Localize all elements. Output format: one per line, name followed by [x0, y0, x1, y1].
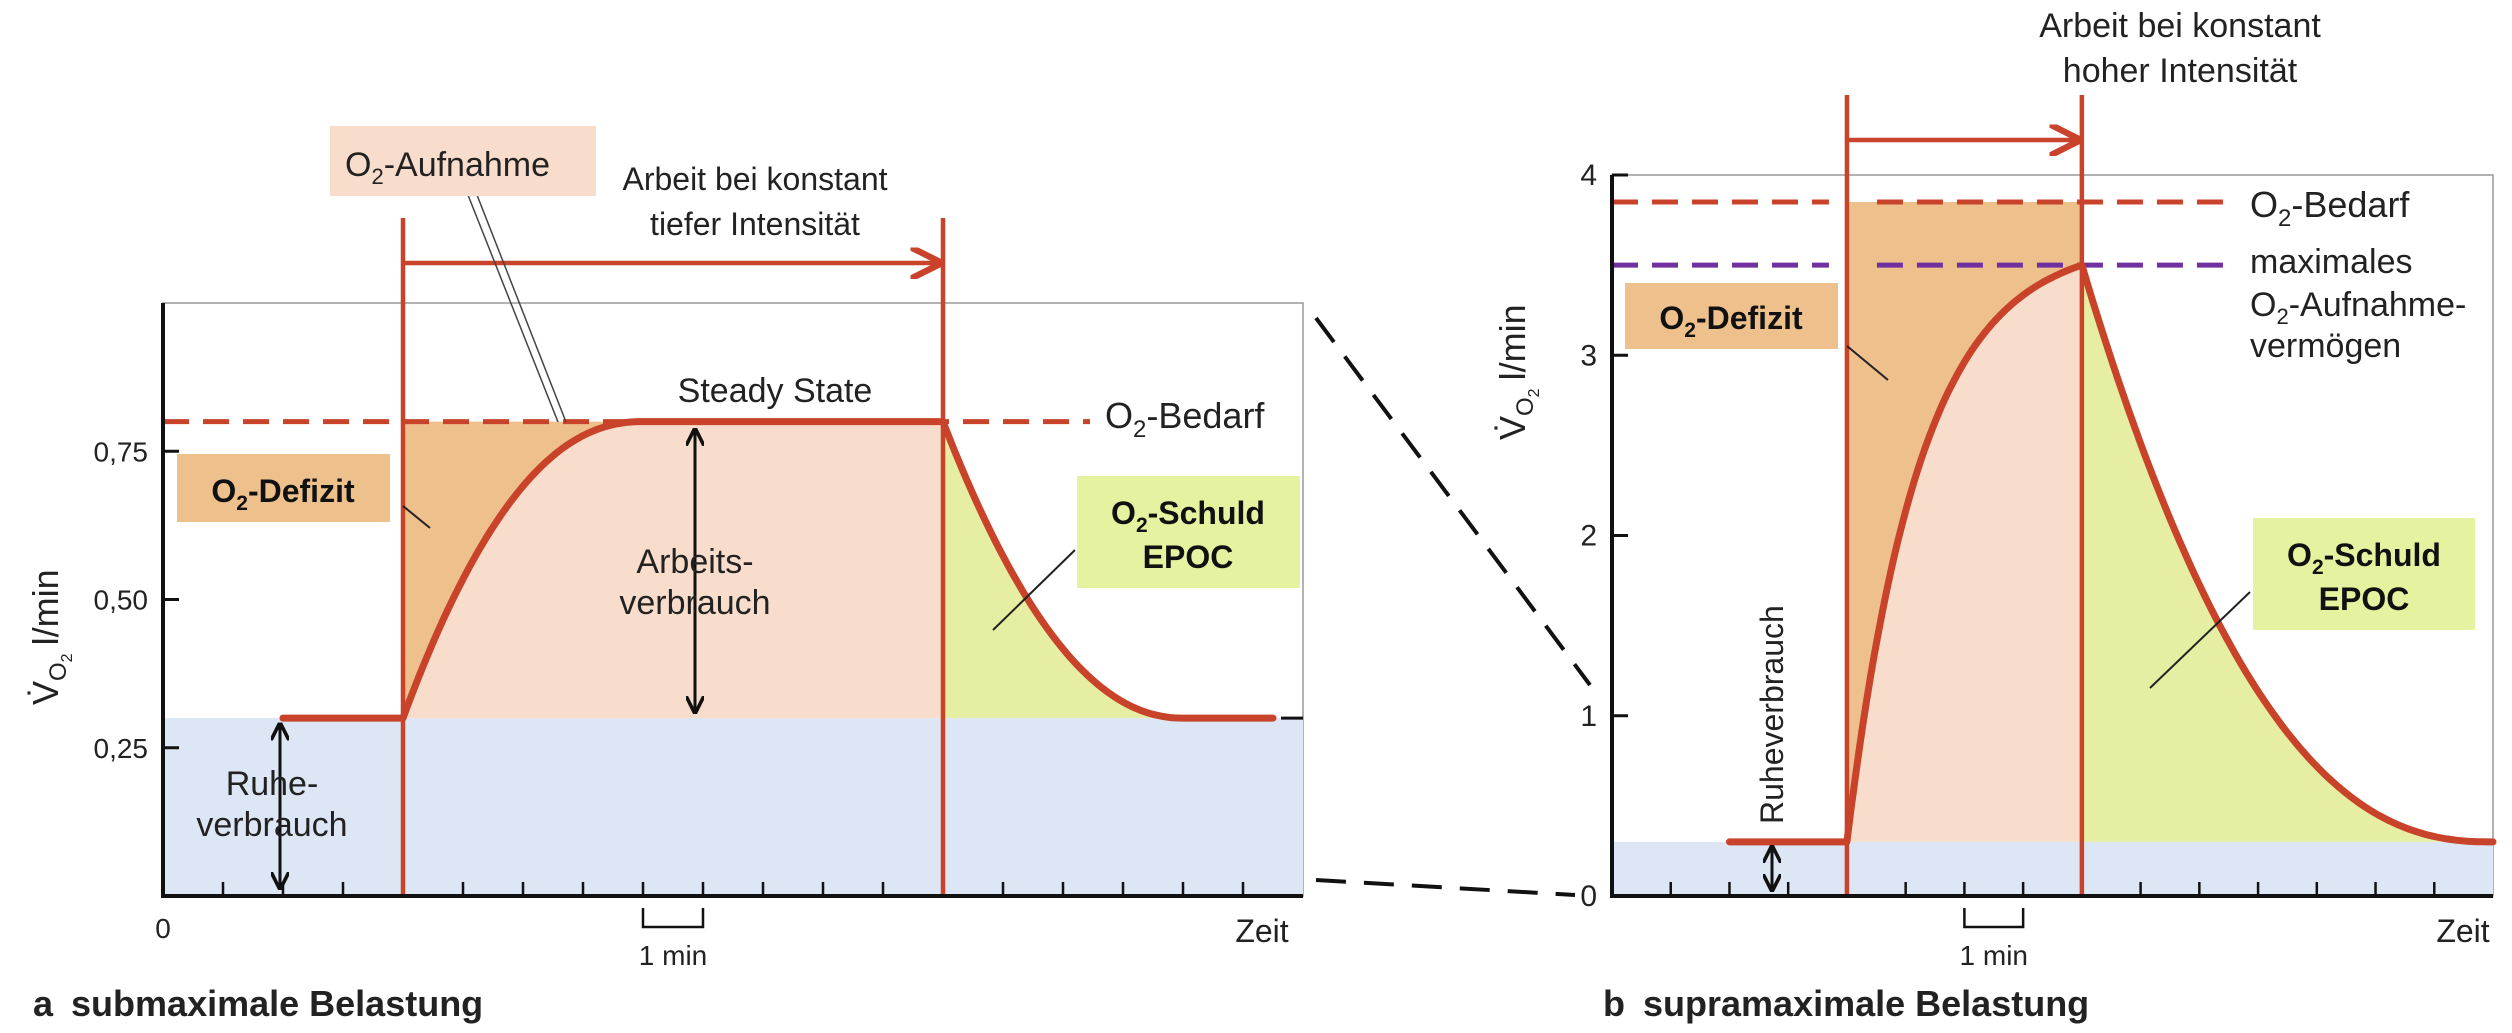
epoc-label-box	[1077, 476, 1300, 588]
zoom-connector-bottom	[1315, 878, 1576, 897]
y-tick-label: 0	[1580, 880, 1597, 913]
deficit-leader-line	[1846, 345, 1889, 381]
one-minute-label: 1 min	[639, 940, 707, 971]
x-axis-label: Zeit	[1235, 913, 1288, 949]
interval-label-line2: tiefer Intensität	[650, 206, 860, 242]
uptake-leader-line-2	[476, 194, 567, 423]
deficit-leader-line	[402, 505, 431, 529]
y-ticks: 0 1 2 3 4	[1580, 159, 1628, 913]
zoom-connector-top	[1314, 316, 1592, 687]
work-consumption-area	[1846, 265, 2082, 842]
y-tick-label: 1	[1580, 700, 1597, 733]
y-tick-label: 0,25	[94, 733, 149, 764]
rest-label-line2: verbrauch	[196, 806, 347, 844]
uptake-leader-line	[467, 194, 559, 423]
y-tick-label: 2	[1580, 520, 1597, 553]
epoc-label-line2: EPOC	[1143, 539, 1234, 575]
one-minute-bracket	[641, 908, 705, 929]
work-consumption-area	[403, 421, 943, 719]
y-tick-label: 0,75	[94, 436, 149, 467]
epoc-label-line1: O2-Schuld	[1111, 495, 1265, 537]
x-axis-label: Zeit	[2436, 913, 2489, 949]
steady-state-label: Steady State	[678, 372, 873, 410]
panel-b-supramaximal: 0 1 2 3 4 Arbeit bei konstant hoher Intensit…	[1492, 7, 2497, 1024]
x-ticks	[1669, 882, 2436, 896]
vo2max-label-line1: maximales	[2250, 243, 2412, 281]
epoc-leader-line	[992, 549, 1076, 631]
panel-a-submaximal: 0,25 0,50 0,75 O2-Aufnahme Arbeit bei kons…	[25, 126, 1304, 1024]
resting-area	[163, 718, 1303, 896]
epoc-leader-line	[2149, 591, 2251, 689]
y-tick-label: 0,50	[94, 585, 149, 616]
y-tick-label: 3	[1580, 339, 1597, 372]
work-consumption-label-line1: Arbeits-	[636, 543, 753, 581]
epoc-label-line2: EPOC	[2319, 581, 2410, 617]
deficit-label-box	[177, 454, 390, 522]
vo2max-label-line3: vermögen	[2250, 327, 2401, 365]
uptake-label-box	[330, 126, 596, 196]
epoc-label-box	[2253, 518, 2475, 630]
vo2-curve	[1726, 261, 2497, 846]
demand-label: O2-Bedarf	[1105, 395, 1265, 443]
y-axis-label: V̇O2l/min	[1492, 304, 1543, 440]
demand-label: O2-Bedarf	[2250, 184, 2410, 232]
one-minute-label: 1 min	[1960, 940, 2028, 971]
one-minute-bracket	[1963, 908, 2025, 929]
oxygen-deficit-area	[403, 421, 643, 719]
y-axis-label: V̇O2l/min	[25, 569, 76, 705]
uptake-label: O2-Aufnahme	[345, 146, 550, 189]
vo2-curve	[279, 418, 1277, 722]
interval-label-line2: hoher Intensität	[2063, 52, 2298, 90]
resting-area	[1612, 841, 2493, 896]
epoc-area	[2081, 265, 2493, 842]
interval-label-line1: Arbeit bei konstant	[2039, 7, 2321, 45]
rest-label-line1: Ruhe-	[226, 765, 319, 803]
oxygen-deficit-area	[1846, 202, 2082, 842]
work-consumption-label-line2: verbrauch	[619, 584, 770, 622]
epoc-area	[943, 421, 1183, 719]
y-tick-label: 4	[1580, 159, 1597, 192]
deficit-label: O2-Defizit	[1659, 300, 1803, 342]
rest-label: Ruheverbrauch	[1754, 605, 1790, 824]
vo2max-label-line2: O2-Aufnahme-	[2250, 286, 2466, 329]
origin-label: 0	[155, 913, 171, 944]
epoc-label-line1: O2-Schuld	[2287, 537, 2441, 579]
caption-a: a submaximale Belastung	[33, 983, 483, 1024]
y-ticks: 0,25 0,50 0,75	[94, 436, 179, 764]
interval-label-line1: Arbeit bei konstant	[622, 161, 887, 197]
caption-b: b supramaximale Belastung	[1603, 983, 2089, 1024]
deficit-label-box	[1625, 283, 1838, 349]
deficit-label: O2-Defizit	[211, 473, 355, 515]
